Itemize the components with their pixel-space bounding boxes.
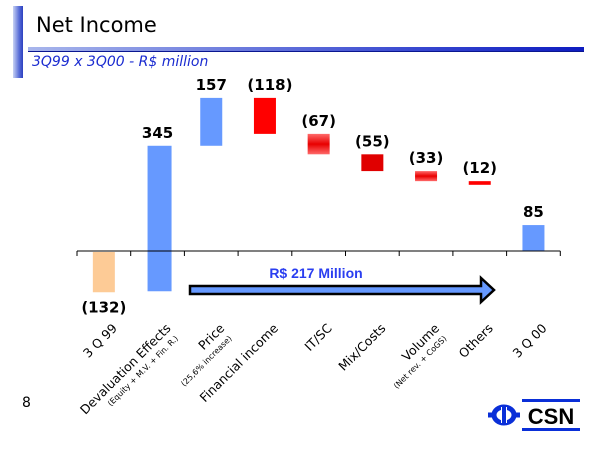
value-label: (67) [301,112,336,130]
bar-6 [415,171,438,182]
value-label: 345 [142,124,173,142]
bar-7 [468,181,491,185]
bar-8 [522,225,545,251]
value-label: 157 [196,76,227,94]
category-label: Mix/Costs [335,321,388,374]
category-label-group: Mix/Costs [335,321,388,374]
page-subtitle: 3Q99 x 3Q00 - R$ million [32,54,209,70]
bar-1 [147,145,172,292]
category-label: IT/SC [301,320,335,354]
total-change-arrow: R$ 217 Million [188,265,496,305]
page-number: 8 [22,395,31,411]
bar-4 [307,133,330,155]
title-underline [28,47,584,52]
bar-3 [253,97,276,134]
category-label: 3 Q 99 [80,320,120,360]
value-label: 85 [523,203,544,221]
value-label: (118) [247,76,292,94]
value-label: (12) [462,159,497,177]
category-label-group: 3 Q 00 [510,320,550,360]
logo-text: CSN [528,404,574,429]
category-label-group: 3 Q 99 [80,320,120,360]
page-title: Net Income [36,13,157,37]
bar-2 [200,97,223,146]
csn-logo: CSN [488,399,580,431]
bar-5 [361,154,384,172]
bar-0 [92,252,115,293]
category-label-group: Volume(Net rev. + CoGS) [392,320,449,390]
category-label: 3 Q 00 [510,320,550,360]
arrow-shape [188,275,496,305]
category-label-group: IT/SC [301,320,335,354]
category-label: Others [456,321,496,361]
value-label: (132) [81,298,126,316]
category-label: Devaluation Effects [77,321,174,418]
csn-logo-mark [488,404,520,426]
value-label: (33) [409,149,444,167]
title-accent-bar [13,6,23,78]
value-label: (55) [355,132,390,150]
category-label-group: Others [456,321,496,361]
arrow-annotation: R$ 217 Million [269,265,362,281]
